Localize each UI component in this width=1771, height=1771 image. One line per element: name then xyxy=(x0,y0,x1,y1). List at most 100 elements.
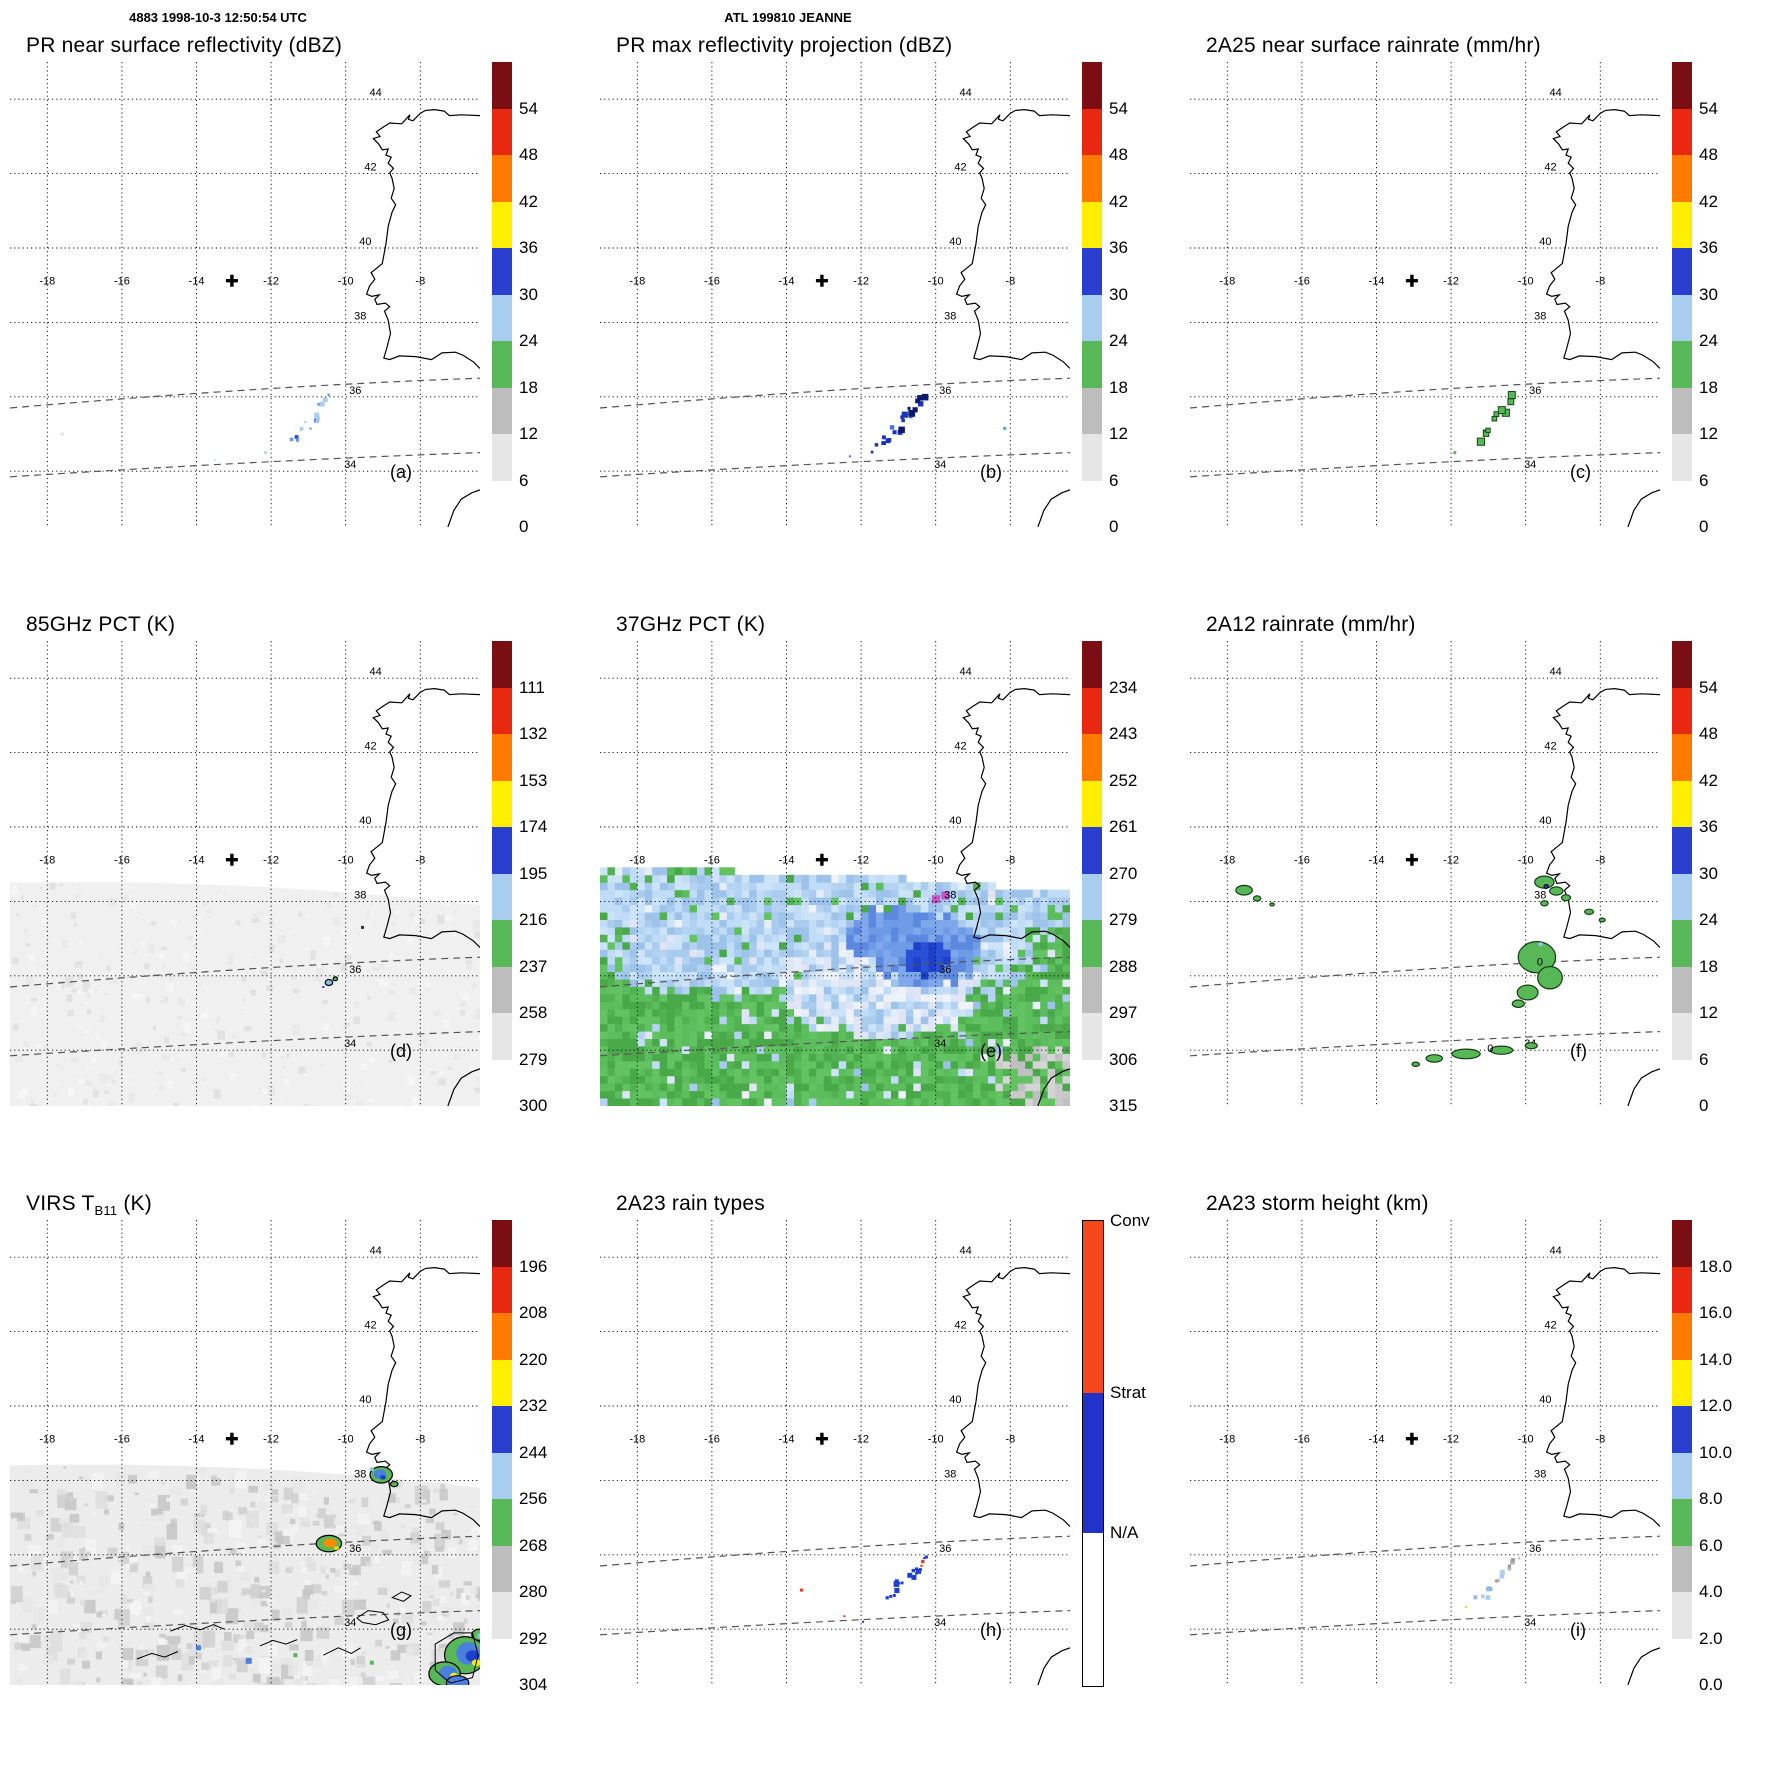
colorbar-tick-label: 0 xyxy=(1699,517,1709,536)
colorbar-segment xyxy=(1672,1219,1692,1267)
panel-letter: (e) xyxy=(980,1041,1002,1061)
lat-label: 44 xyxy=(1549,666,1561,678)
map-area: -18 -16 -14 -12 -10 -8 34 36 38 40 42 44 (g) 304 292… xyxy=(10,1219,585,1694)
data-speck xyxy=(799,1588,803,1592)
coastline xyxy=(955,687,1070,1106)
rain-pixel xyxy=(289,437,294,442)
colorbar-segment xyxy=(1672,966,1692,1013)
rain-pixel xyxy=(870,450,874,454)
panel-title: 2A25 near surface rainrate (mm/hr) xyxy=(1206,34,1541,57)
lat-label: 34 xyxy=(1524,1617,1536,1629)
colorbar-segment xyxy=(492,1498,512,1546)
panel-2a12-rainrate: 2A12 rainrate (mm/hr) -18 -16 -14 -12 -10 -8 3… xyxy=(1180,611,1771,1190)
colorbar-segment xyxy=(1672,1359,1692,1406)
lat-label: 34 xyxy=(344,1038,356,1050)
colorbar-segment xyxy=(492,1059,512,1106)
colorbar-segment xyxy=(1672,201,1692,248)
data-blob xyxy=(380,1475,386,1480)
data-blob xyxy=(1235,884,1253,896)
colorbar-segment xyxy=(492,1012,512,1060)
colorbar-segment xyxy=(1672,1059,1692,1106)
colorbar-segment xyxy=(1082,966,1102,1013)
lat-label: 44 xyxy=(1549,1245,1561,1257)
colorbar-tick-label: 174 xyxy=(519,817,548,836)
map-area: -18 -16 -14 -12 -10 -8 34 36 38 40 42 44 (e) 315 306… xyxy=(600,640,1175,1115)
rain-pixel xyxy=(908,410,916,417)
data-speck xyxy=(843,1615,846,1618)
colorbar-tick-label: 153 xyxy=(519,770,548,790)
colorbar-segment xyxy=(1672,1591,1692,1639)
coastline xyxy=(955,1266,1070,1685)
colorbar-segment xyxy=(1082,1059,1102,1106)
data-blob xyxy=(1548,886,1564,896)
data-blob xyxy=(1538,942,1544,947)
map-2a23-storm-height: -18 -16 -14 -12 -10 -8 34 36 38 40 42 44 xyxy=(1190,1220,1660,1685)
colorbar-segment xyxy=(1082,340,1102,388)
colorbar-segment xyxy=(492,966,512,1013)
grid-labels: -18 -16 -14 -12 -10 -8 34 36 38 40 42 44 xyxy=(629,87,1015,471)
colorbar-segment xyxy=(1082,294,1102,341)
coastline xyxy=(1545,1266,1660,1685)
lon-label: -12 xyxy=(1443,855,1459,867)
colorbar-segment xyxy=(1082,201,1102,248)
colorbar-segment xyxy=(1082,61,1102,109)
colorbar-segment xyxy=(492,826,512,874)
grid-lines xyxy=(600,641,1070,1106)
lat-label: 44 xyxy=(369,666,381,678)
rain-pixel xyxy=(907,1572,913,1578)
lon-label: -16 xyxy=(704,276,720,288)
map-area: -18 -16 -14 -12 -10 -8 34 36 38 40 42 44 (h) N/A Str… xyxy=(600,1211,1175,1690)
map-area: -18 -16 -14 -12 -10 -8 34 36 38 40 42 44 (a) 0 6 12 18… xyxy=(10,61,585,536)
rain-pixel xyxy=(1507,1566,1512,1571)
lat-label: 44 xyxy=(959,666,971,678)
colorbar-segment xyxy=(492,201,512,248)
lat-label: 36 xyxy=(939,1543,951,1555)
rain-pixel xyxy=(882,435,886,440)
lon-label: -16 xyxy=(114,855,130,867)
colorbar-segment xyxy=(1083,1532,1103,1686)
rain-pixel xyxy=(1488,1586,1493,1592)
lat-label: 40 xyxy=(359,236,371,248)
storm-center-marker xyxy=(225,274,238,287)
data-blob xyxy=(1584,908,1595,915)
colorbar-tick-label: 268 xyxy=(519,1535,548,1555)
colorbar-segment xyxy=(1082,640,1102,688)
colorbar-tick-label: 14.0 xyxy=(1699,1349,1733,1369)
colorbar-segment xyxy=(492,1452,512,1499)
colorbar-tick-label: 54 xyxy=(1699,98,1718,118)
rain-pixel xyxy=(1500,1569,1505,1575)
data-blob xyxy=(1451,1048,1481,1060)
orbit-track-line xyxy=(1190,1610,1660,1636)
colorbar-tick-label: 297 xyxy=(1109,1003,1138,1022)
lat-label: 42 xyxy=(1544,162,1556,174)
lon-label: -14 xyxy=(1369,276,1385,288)
colorbar-segment xyxy=(492,61,512,109)
rain-pixel xyxy=(917,395,923,401)
lon-label: -16 xyxy=(114,1434,130,1446)
orbit-track-line xyxy=(1190,956,1660,988)
rain-pixel xyxy=(893,1581,900,1587)
data-blob xyxy=(333,1546,339,1550)
grid-lines xyxy=(1190,62,1660,527)
lat-label: 38 xyxy=(354,1468,366,1480)
contour-label: 0 xyxy=(1487,1043,1493,1055)
storm-center-marker xyxy=(1405,853,1418,866)
colorbar-tick-label: Strat xyxy=(1110,1383,1146,1403)
lon-label: -12 xyxy=(853,1434,869,1446)
colorbar-segment xyxy=(492,780,512,827)
lat-label: 42 xyxy=(364,1320,376,1332)
colorbar-tick-label: 6 xyxy=(519,470,529,490)
colorbar-tick-label: 30 xyxy=(1699,863,1718,883)
rain-pixel xyxy=(882,441,886,445)
colorbar-segment xyxy=(492,1638,512,1685)
storm-center-marker xyxy=(1405,1432,1418,1445)
map-area: -18 -16 -14 -12 -10 -8 34 36 38 40 42 44 (c) 0 6 12 18… xyxy=(1190,61,1765,536)
rain-pixel xyxy=(889,1594,893,1598)
lat-label: 38 xyxy=(1534,1468,1546,1480)
lat-label: 34 xyxy=(934,1038,946,1050)
lon-label: -16 xyxy=(704,1434,720,1446)
rain-pixel xyxy=(892,1594,896,1597)
lat-label: 40 xyxy=(359,1394,371,1406)
colorbar-tick-label: 252 xyxy=(1109,770,1138,790)
data-blob xyxy=(1537,965,1563,990)
